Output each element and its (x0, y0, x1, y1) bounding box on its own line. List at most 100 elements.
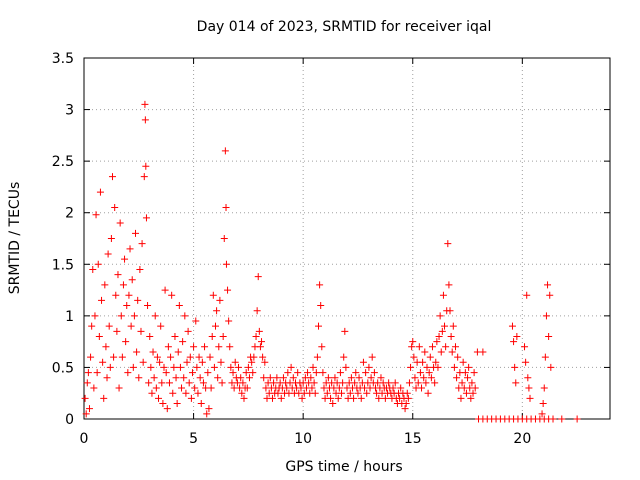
data-point (249, 369, 257, 377)
data-point (274, 389, 282, 397)
y-tick-label: 2 (65, 206, 74, 222)
data-point (414, 379, 422, 387)
data-point (149, 348, 157, 356)
data-point (420, 374, 428, 382)
data-point (162, 369, 170, 377)
data-point (105, 322, 113, 330)
data-point (183, 358, 191, 366)
data-point (201, 343, 209, 351)
data-point (405, 379, 413, 387)
data-point (182, 389, 190, 397)
data-point (454, 353, 462, 361)
data-point (88, 322, 96, 330)
data-point (205, 405, 213, 413)
data-point (307, 374, 315, 382)
data-point (294, 369, 302, 377)
data-point (541, 353, 549, 361)
data-point (289, 374, 297, 382)
data-point (217, 358, 225, 366)
data-point (114, 271, 122, 279)
data-point (513, 332, 521, 340)
x-tick-label: 0 (80, 431, 89, 447)
data-point (526, 394, 534, 402)
data-point (408, 343, 416, 351)
data-point (298, 394, 306, 402)
data-point (339, 379, 347, 387)
data-point (94, 260, 102, 268)
data-point (304, 369, 312, 377)
data-point (141, 100, 149, 108)
data-point (375, 394, 383, 402)
data-point (549, 415, 557, 423)
data-point (100, 394, 108, 402)
data-point (171, 332, 179, 340)
data-point (411, 374, 419, 382)
data-point (435, 332, 443, 340)
data-point (184, 327, 192, 335)
data-point (367, 374, 375, 382)
data-point (558, 415, 566, 423)
data-point (512, 379, 520, 387)
data-point (458, 379, 466, 387)
grid-lines (84, 58, 610, 419)
data-point (96, 188, 104, 196)
data-point (99, 358, 107, 366)
data-point (164, 343, 172, 351)
data-point (108, 173, 116, 181)
data-point (407, 363, 415, 371)
data-point (324, 374, 332, 382)
data-point (107, 235, 115, 242)
data-point (277, 394, 285, 402)
data-point (266, 374, 274, 382)
data-point (134, 296, 142, 304)
data-point (317, 302, 325, 310)
data-point (256, 343, 264, 351)
data-point (203, 410, 211, 418)
data-point (248, 358, 256, 366)
data-point (318, 343, 326, 351)
data-point (170, 363, 178, 371)
data-point (425, 369, 433, 377)
data-point (111, 204, 119, 212)
data-point (355, 374, 363, 382)
data-point (309, 363, 317, 371)
data-point (467, 394, 475, 402)
data-point (238, 389, 246, 397)
data-point (312, 369, 320, 377)
data-point (254, 273, 262, 281)
data-point (213, 307, 221, 315)
data-point (136, 265, 144, 273)
data-point (89, 265, 97, 273)
data-point (470, 369, 478, 377)
data-point (319, 369, 327, 377)
data-point (542, 312, 550, 320)
data-point (453, 374, 461, 382)
data-point (168, 291, 176, 299)
data-point (195, 353, 203, 361)
data-point (176, 363, 184, 371)
data-point (196, 374, 204, 382)
data-point (110, 353, 118, 361)
data-point (525, 384, 533, 392)
data-point (329, 400, 337, 408)
data-point (370, 369, 378, 377)
data-point (138, 240, 146, 248)
data-point (212, 322, 219, 330)
data-point (160, 363, 168, 371)
data-point (167, 353, 175, 361)
data-point (112, 291, 120, 299)
data-point (431, 379, 439, 387)
data-point (225, 317, 233, 325)
data-point (159, 400, 167, 408)
data-point (231, 358, 239, 366)
y-axis-label: SRMTID / TECUs (7, 182, 23, 295)
data-point (113, 327, 121, 335)
data-point (540, 384, 548, 392)
data-point (284, 369, 292, 377)
data-point (433, 338, 441, 346)
data-point (258, 338, 266, 346)
data-point (426, 353, 434, 361)
data-point (188, 369, 196, 377)
data-point (144, 302, 152, 310)
data-point (521, 343, 529, 351)
